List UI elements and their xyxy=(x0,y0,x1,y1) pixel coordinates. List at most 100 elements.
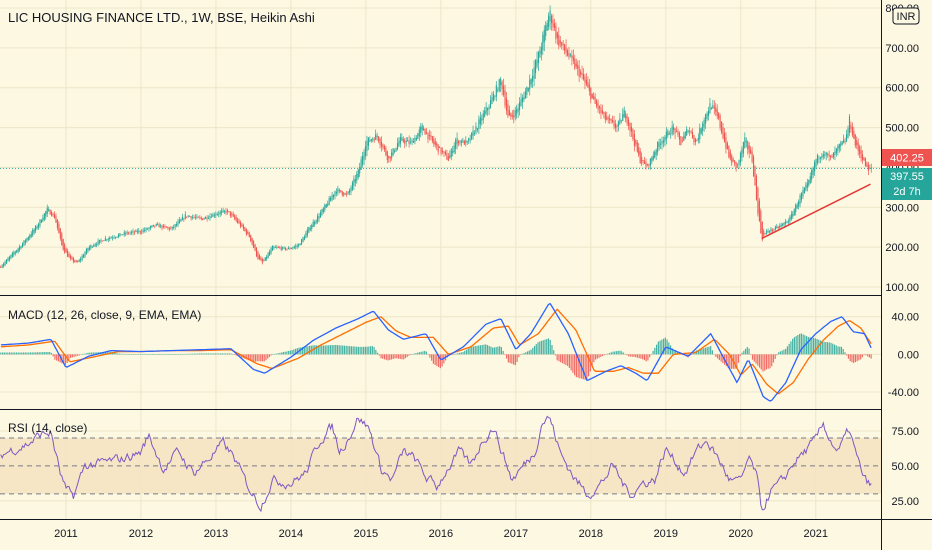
candle-body xyxy=(747,141,749,150)
candle-body xyxy=(864,158,867,167)
macd-histogram-bar xyxy=(396,354,398,359)
macd-histogram-bar xyxy=(274,353,276,355)
macd-histogram-bar xyxy=(509,354,511,364)
candle-body xyxy=(510,112,512,117)
macd-histogram-bar xyxy=(842,349,844,355)
macd-histogram-bar xyxy=(415,353,417,355)
macd-histogram-bar xyxy=(518,354,520,358)
macd-histogram-bar xyxy=(190,353,192,355)
candle-body xyxy=(380,141,383,147)
candle-body xyxy=(616,125,618,127)
candle-body xyxy=(270,248,272,254)
macd-histogram-bar xyxy=(197,353,199,355)
candle-body xyxy=(559,40,561,44)
candle-body xyxy=(484,110,486,117)
macd-histogram-bar xyxy=(860,354,862,360)
macd-histogram-bar xyxy=(206,353,208,355)
candle-body xyxy=(165,226,167,228)
macd-histogram-bar xyxy=(553,350,555,355)
macd-histogram-bar xyxy=(10,352,12,355)
candle-body xyxy=(293,246,295,248)
candle-body xyxy=(114,237,117,238)
macd-histogram-bar xyxy=(429,354,431,358)
candle-body xyxy=(67,250,69,257)
x-tick-label: 2020 xyxy=(729,528,753,540)
macd-histogram-bar xyxy=(608,352,611,355)
candle-body xyxy=(706,113,708,119)
macd-histogram-bar xyxy=(43,352,46,355)
candle-body xyxy=(662,140,664,143)
macd-histogram-bar xyxy=(204,353,206,355)
macd-histogram-bar xyxy=(403,354,405,360)
candle-body xyxy=(228,211,230,212)
candle-body xyxy=(691,131,694,139)
candle-body xyxy=(26,238,28,242)
candle-body xyxy=(697,137,699,141)
macd-histogram-bar xyxy=(90,352,93,355)
macd-histogram-bar xyxy=(49,351,51,355)
candle-body xyxy=(1,265,3,268)
x-tick-label: 2013 xyxy=(204,528,228,540)
macd-histogram-bar xyxy=(85,353,87,355)
macd-histogram-bar xyxy=(574,354,576,376)
currency-badge[interactable] xyxy=(892,7,920,25)
macd-histogram-bar xyxy=(771,354,773,367)
candle-body xyxy=(357,169,359,178)
candle-body xyxy=(780,224,782,227)
candle-body xyxy=(463,141,465,145)
candle-body xyxy=(359,166,361,174)
candle-body xyxy=(420,127,422,133)
candle-body xyxy=(324,205,326,211)
macd-histogram-bar xyxy=(164,354,166,355)
macd-histogram-bar xyxy=(483,344,485,355)
macd-histogram-bar xyxy=(455,353,457,355)
macd-histogram-bar xyxy=(139,354,141,355)
candle-body xyxy=(386,151,388,161)
macd-histogram-bar xyxy=(392,354,394,359)
macd-histogram-bar xyxy=(610,352,612,355)
candle-body xyxy=(489,100,492,109)
candle-body xyxy=(161,225,163,229)
macd-histogram-bar xyxy=(193,353,196,355)
macd-histogram-bar xyxy=(153,354,155,355)
macd-histogram-bar xyxy=(350,346,353,355)
candle-body xyxy=(81,255,83,260)
macd-histogram-bar xyxy=(542,340,544,355)
price-y-tick-label: 300.00 xyxy=(885,202,919,214)
macd-histogram-bar xyxy=(77,354,79,356)
candle-body xyxy=(184,214,186,219)
candle-body xyxy=(719,115,721,128)
candle-body xyxy=(607,118,609,119)
macd-histogram-bar xyxy=(92,352,94,355)
candle-body xyxy=(441,150,444,153)
candle-body xyxy=(683,135,685,141)
candle-body xyxy=(55,216,57,223)
candle-body xyxy=(19,246,21,250)
macd-histogram-bar xyxy=(425,351,428,355)
candle-body xyxy=(482,113,484,120)
macd-histogram-bar xyxy=(436,354,438,366)
macd-histogram-bar xyxy=(329,345,332,355)
candle-body xyxy=(48,209,50,211)
candle-body xyxy=(784,221,787,224)
macd-histogram-bar xyxy=(258,354,260,362)
macd-histogram-bar xyxy=(106,351,108,355)
candle-body xyxy=(321,209,323,215)
price-y-tick-label: 100.00 xyxy=(885,282,919,294)
candle-body xyxy=(641,156,643,164)
candle-body xyxy=(155,223,157,226)
macd-histogram-bar xyxy=(59,354,61,363)
candle-body xyxy=(636,142,638,152)
macd-histogram-bar xyxy=(649,354,651,358)
macd-histogram-bar xyxy=(577,354,579,378)
macd-histogram-bar xyxy=(537,342,539,355)
candle-body xyxy=(856,140,858,145)
macd-histogram-bar xyxy=(321,345,323,355)
macd-histogram-bar xyxy=(654,347,656,355)
macd-histogram-bar xyxy=(853,354,855,363)
candle-body xyxy=(585,79,587,85)
candle-body xyxy=(139,231,141,233)
candle-body xyxy=(709,103,711,114)
candle-body xyxy=(632,129,634,139)
